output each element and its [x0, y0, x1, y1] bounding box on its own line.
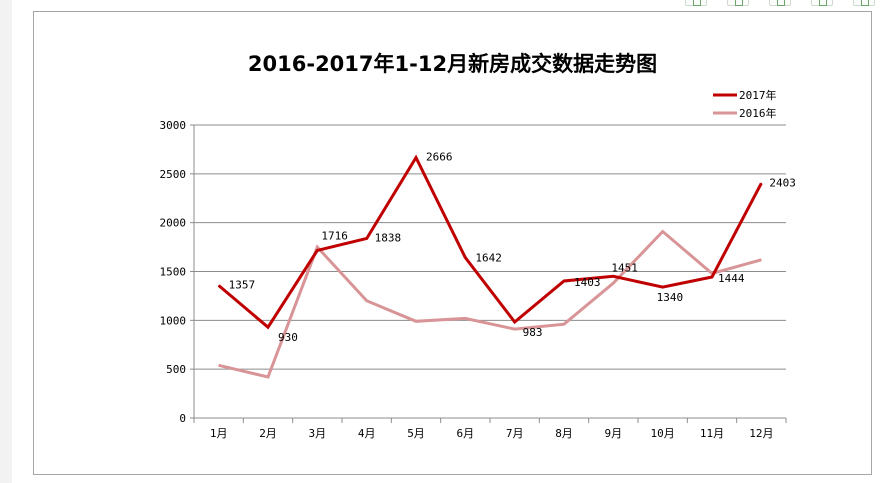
y-tick-label: 1500	[160, 266, 187, 279]
x-tick-label: 10月	[651, 427, 675, 440]
data-point	[415, 157, 417, 159]
data-point	[563, 280, 565, 282]
data-point	[366, 237, 368, 239]
data-point	[514, 328, 516, 330]
x-tick-label: 1月	[210, 427, 228, 440]
data-point	[218, 364, 220, 366]
data-point	[662, 286, 664, 288]
x-tick-label: 2月	[259, 427, 277, 440]
series-line-2017年	[217, 154, 763, 330]
x-tick-label: 5月	[407, 427, 425, 440]
data-point	[316, 246, 318, 248]
toolbar	[685, 0, 875, 6]
data-point	[316, 249, 318, 251]
data-point	[711, 276, 713, 278]
data-label: 1838	[375, 231, 402, 244]
chart-title: 2016-2017年1-12月新房成交数据走势图	[247, 52, 658, 76]
copy-icon[interactable]	[685, 0, 707, 6]
data-label: 1451	[611, 261, 638, 274]
x-tick-label: 6月	[457, 427, 475, 440]
x-tick-label: 11月	[700, 427, 724, 440]
data-label: 1642	[475, 252, 502, 265]
data-label: 1357	[229, 278, 256, 291]
table-icon[interactable]	[769, 0, 791, 6]
data-label: 2666	[426, 151, 453, 164]
data-point	[760, 259, 762, 261]
y-tick-label: 3000	[160, 119, 187, 132]
data-point	[267, 376, 269, 378]
x-tick-label: 3月	[309, 427, 327, 440]
y-tick-label: 2000	[160, 217, 187, 230]
legend-label: 2016年	[739, 106, 777, 120]
more-icon[interactable]	[853, 0, 875, 6]
data-label: 1340	[657, 291, 684, 304]
x-tick-label: 4月	[358, 427, 376, 440]
legend-label: 2017年	[739, 88, 777, 102]
y-tick-label: 1000	[160, 314, 187, 327]
data-point	[267, 326, 269, 328]
y-tick-label: 2500	[160, 168, 187, 181]
data-point	[662, 230, 664, 232]
data-point	[464, 257, 466, 259]
x-tick-label: 12月	[749, 427, 773, 440]
y-tick-label: 500	[166, 363, 186, 376]
data-label: 1403	[574, 276, 601, 289]
data-label: 1716	[321, 229, 348, 242]
data-point	[218, 284, 220, 286]
data-point	[366, 300, 368, 302]
data-point	[612, 282, 614, 284]
series-line-2016年	[218, 229, 762, 379]
share-icon[interactable]	[727, 0, 749, 6]
data-point	[612, 275, 614, 277]
x-tick-label: 9月	[605, 427, 623, 440]
data-point	[760, 182, 762, 184]
x-tick-label: 7月	[506, 427, 524, 440]
x-tick-label: 8月	[555, 427, 573, 440]
data-point	[514, 321, 516, 323]
chart-frame: 2016-2017年1-12月新房成交数据走势图	[33, 11, 872, 475]
data-point	[563, 323, 565, 325]
data-label: 930	[278, 331, 298, 344]
side-strip	[0, 0, 12, 483]
save-icon[interactable]	[811, 0, 833, 6]
data-point	[464, 317, 466, 319]
data-label: 1444	[718, 272, 745, 285]
data-label: 983	[523, 326, 543, 339]
data-point	[415, 320, 417, 322]
y-tick-label: 0	[179, 412, 186, 425]
data-label: 2403	[769, 176, 796, 189]
